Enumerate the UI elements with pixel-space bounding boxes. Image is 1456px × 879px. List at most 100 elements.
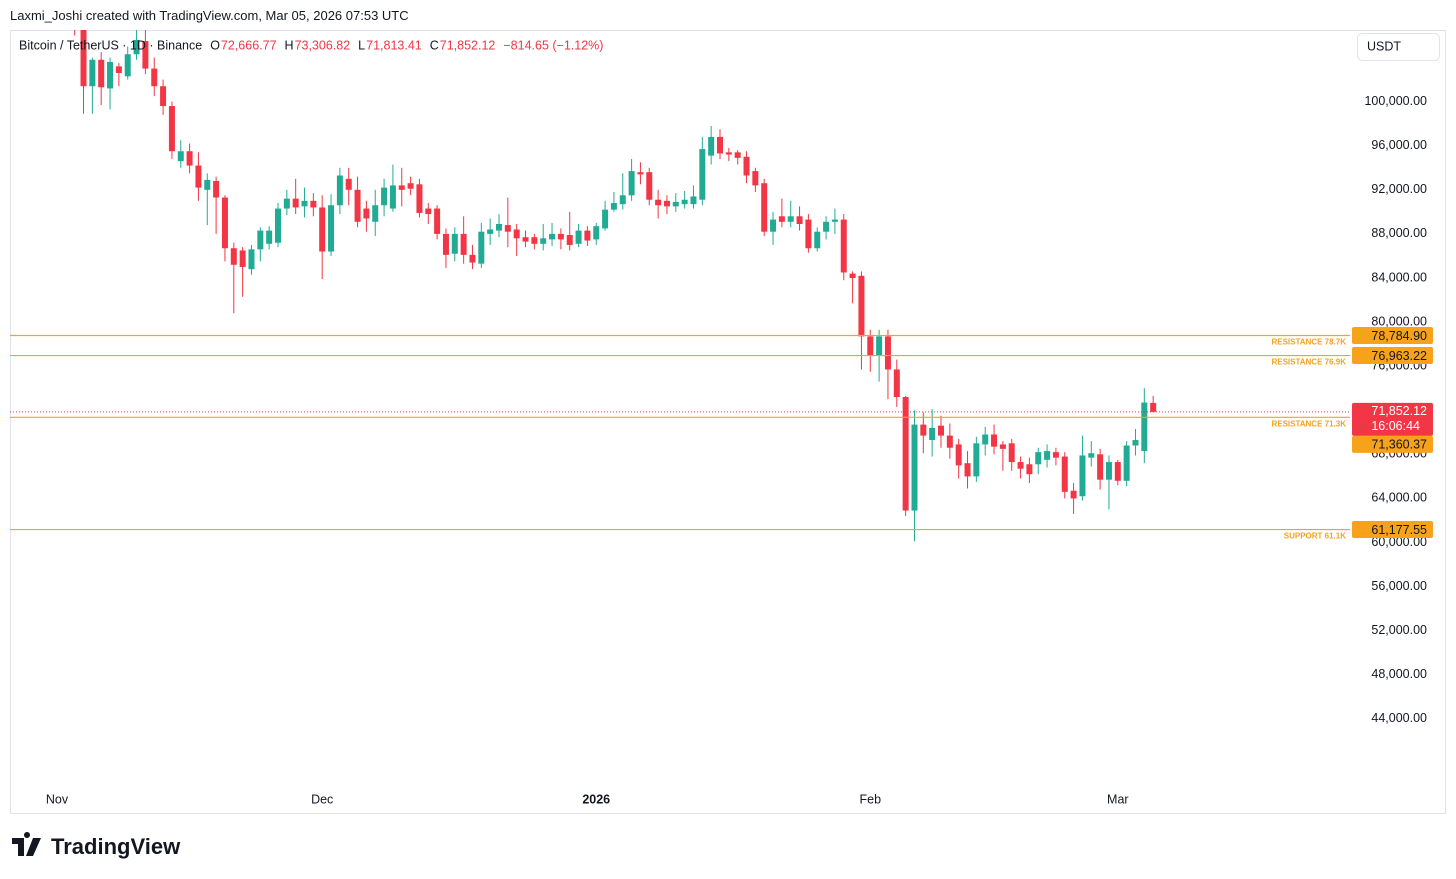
candle-body: [690, 196, 697, 205]
candle-body: [628, 171, 635, 196]
candle-body: [876, 336, 883, 356]
candle-body: [381, 187, 388, 206]
candle-body: [955, 444, 962, 466]
candle-body: [1070, 490, 1077, 499]
candle-body: [999, 444, 1006, 449]
y-tick-label: 52,000.00: [1371, 623, 1427, 637]
candle-body: [310, 200, 317, 208]
candle-body: [1061, 456, 1068, 492]
y-tick-label: 60,000.00: [1371, 535, 1427, 549]
candle-body: [496, 223, 502, 231]
currency-box[interactable]: [1357, 33, 1440, 61]
candle-body: [1141, 402, 1148, 452]
level-price-box: [1352, 347, 1433, 365]
candle-body: [239, 250, 246, 267]
candle-body: [416, 184, 423, 213]
candle-body: [1097, 454, 1104, 480]
candle-body: [1114, 462, 1121, 481]
candle-body: [681, 199, 688, 205]
candle-body: [107, 61, 114, 89]
level-label: SUPPORT 61.1K: [1284, 532, 1346, 541]
level-label: RESISTANCE 71.3K: [1271, 419, 1346, 428]
y-tick-label: 92,000.00: [1371, 182, 1427, 196]
candle-body: [805, 219, 812, 249]
plot-area: RESISTANCE 78.7K RESISTANCE 76.9K RESISTAN…: [10, 0, 1350, 542]
candle-body: [752, 171, 759, 186]
currency-label[interactable]: USDT: [1367, 39, 1401, 53]
candle-body: [469, 254, 476, 263]
candle-body: [72, 0, 78, 29]
candle-body: [142, 41, 149, 69]
candle-body: [982, 434, 989, 445]
candle-body: [540, 238, 547, 244]
candle-body: [513, 229, 520, 239]
candle-body: [1044, 451, 1051, 460]
candle-body: [778, 216, 785, 222]
ohlc-value: 71,813.41: [366, 38, 422, 52]
candle-body: [319, 207, 326, 252]
candle-body: [442, 233, 449, 255]
candle-body: [168, 106, 175, 152]
candle-body: [1079, 455, 1086, 497]
candle-body: [717, 136, 723, 154]
candle-body: [902, 397, 909, 511]
candle-body: [248, 249, 255, 270]
candle-body: [610, 203, 617, 210]
candle-body: [725, 152, 732, 155]
y-tick-label: 88,000.00: [1371, 226, 1427, 240]
candle-body: [761, 183, 768, 232]
candle-body: [911, 424, 918, 511]
candle-body: [398, 185, 405, 190]
ohlc-key: C: [430, 38, 439, 52]
y-tick-label: 84,000.00: [1371, 270, 1427, 284]
candle-body: [602, 209, 609, 229]
candle-body: [1150, 402, 1157, 412]
candle-body: [734, 152, 741, 158]
candle-body: [257, 230, 264, 250]
candle-body: [89, 59, 96, 87]
candle-body: [840, 219, 847, 273]
level-label: RESISTANCE 78.7K: [1271, 338, 1346, 347]
candle-body: [80, 30, 87, 87]
candle-body: [946, 435, 953, 448]
candle-body: [363, 208, 370, 219]
candle-body: [389, 185, 396, 209]
candle-body: [275, 208, 281, 243]
candle-body: [973, 443, 980, 477]
candle-body: [814, 231, 821, 249]
logo-icon: [12, 832, 41, 856]
candle-body: [1017, 462, 1024, 469]
candle-body: [504, 225, 511, 232]
candle-body: [1052, 452, 1059, 458]
ohlc-value: 73,306.82: [295, 38, 351, 52]
candle-body: [301, 200, 308, 207]
logo-text: TradingView: [51, 834, 181, 859]
candle-body: [1105, 462, 1112, 480]
candle-body: [699, 149, 706, 200]
candle-body: [1026, 464, 1033, 475]
level-label: RESISTANCE 76.9K: [1271, 358, 1346, 367]
candle-body: [867, 336, 874, 356]
candle-body: [743, 156, 750, 176]
candle-body: [849, 273, 856, 278]
candle-body: [292, 198, 299, 208]
candle-body: [451, 233, 458, 254]
ohlc-value: 72,666.77: [221, 38, 277, 52]
candle-body: [929, 427, 936, 441]
price-axis: 44,000.00 48,000.00 52,000.00 56,000.00 60,0…: [1352, 94, 1433, 725]
candle-body: [831, 219, 838, 222]
candle-body: [566, 235, 573, 245]
candle-body: [133, 39, 140, 55]
candle-body: [1132, 440, 1139, 446]
candle-body: [858, 275, 865, 337]
y-tick-label: 56,000.00: [1371, 579, 1427, 593]
candle-body: [557, 233, 564, 240]
candle-body: [884, 336, 891, 370]
y-tick-label: 100,000.00: [1364, 94, 1427, 108]
candle-body: [98, 59, 105, 88]
author-note: Laxmi_Joshi created with TradingView.com…: [10, 8, 409, 23]
candle-body: [124, 54, 131, 77]
symbol-legend: Bitcoin / TetherUS · 1D · Binance O 72,66…: [19, 38, 603, 52]
candle-body: [160, 86, 167, 107]
last-price-label: 71,852.12: [1371, 404, 1427, 418]
